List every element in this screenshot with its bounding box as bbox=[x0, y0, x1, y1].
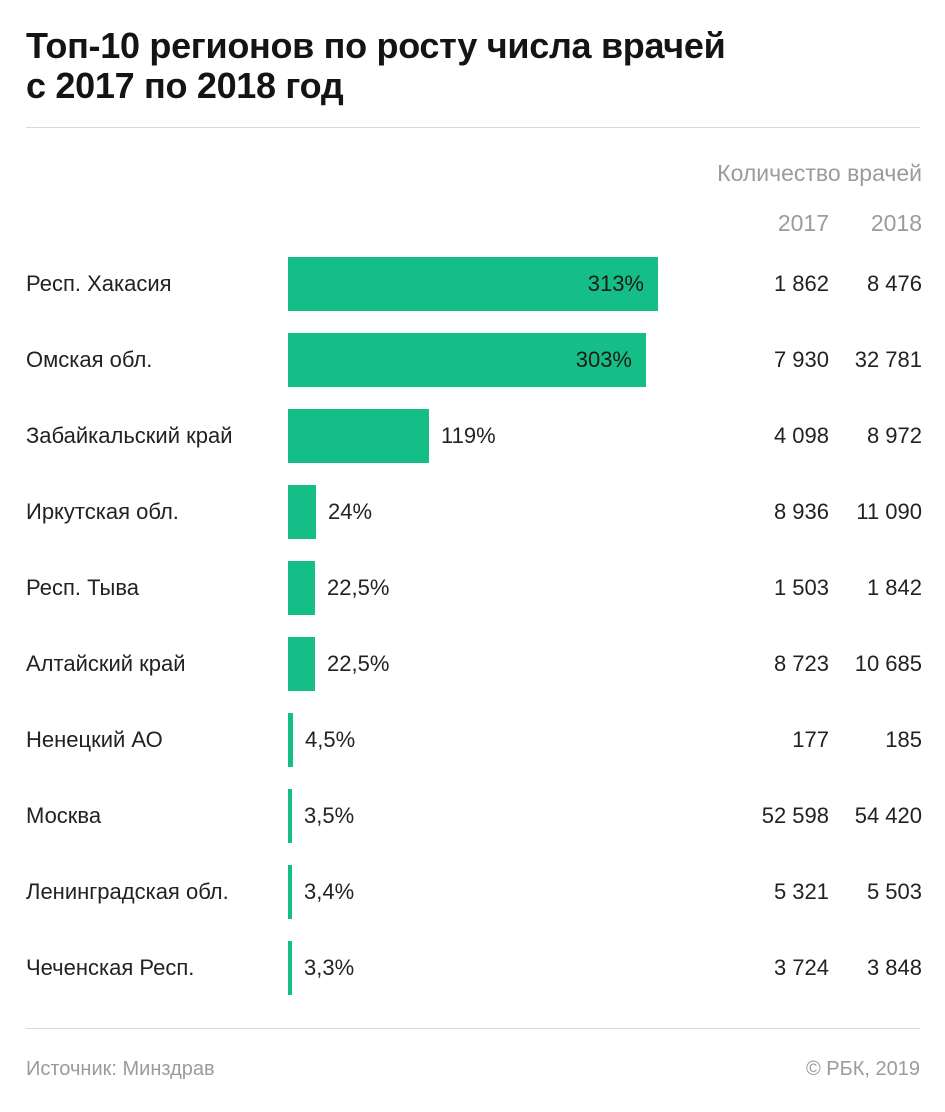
bar bbox=[288, 637, 315, 691]
value-label: 4,5% bbox=[305, 727, 356, 752]
value-label: 3,5% bbox=[304, 803, 355, 828]
copyright-note: © РБК, 2019 bbox=[805, 1058, 920, 1080]
count-2018: 8 476 bbox=[866, 271, 922, 296]
count-2018: 54 420 bbox=[854, 803, 922, 828]
region-label: Ненецкий АО bbox=[26, 727, 163, 752]
count-2018: 3 848 bbox=[866, 955, 922, 980]
region-label: Ленинградская обл. bbox=[26, 879, 229, 904]
value-label: 303% bbox=[575, 347, 632, 372]
value-label: 313% bbox=[587, 271, 644, 296]
chart-title-line-1: Топ-10 регионов по росту числа врачей bbox=[26, 25, 726, 66]
value-label: 24% bbox=[328, 499, 373, 524]
count-2018: 11 090 bbox=[856, 499, 922, 524]
value-label: 22,5% bbox=[327, 575, 390, 600]
region-label: Чеченская Респ. bbox=[26, 955, 195, 980]
year-2018-header: 2018 bbox=[870, 210, 922, 236]
count-2018: 32 781 bbox=[854, 347, 922, 372]
count-2017: 177 bbox=[792, 727, 829, 752]
bar bbox=[288, 485, 316, 539]
count-2018: 185 bbox=[885, 727, 922, 752]
region-label: Забайкальский край bbox=[26, 423, 233, 448]
count-2018: 5 503 bbox=[866, 879, 922, 904]
count-2017: 8 723 bbox=[773, 651, 829, 676]
count-2018: 10 685 bbox=[854, 651, 922, 676]
bar bbox=[288, 257, 658, 311]
region-label: Респ. Хакасия bbox=[26, 271, 172, 296]
count-2017: 1 862 bbox=[773, 271, 829, 296]
value-label: 3,3% bbox=[304, 955, 355, 980]
source-note: Источник: Минздрав bbox=[26, 1058, 215, 1080]
chart-title-line-2: с 2017 по 2018 год bbox=[26, 65, 344, 106]
count-2017: 4 098 bbox=[773, 423, 829, 448]
count-header: Количество врачей bbox=[717, 160, 922, 186]
count-2017: 1 503 bbox=[773, 575, 829, 600]
count-2017: 8 936 bbox=[773, 499, 829, 524]
bar bbox=[288, 409, 429, 463]
bar bbox=[288, 561, 315, 615]
value-label: 22,5% bbox=[327, 651, 390, 676]
bar bbox=[288, 333, 646, 387]
count-2018: 1 842 bbox=[866, 575, 922, 600]
region-label: Респ. Тыва bbox=[26, 575, 140, 600]
value-label: 3,4% bbox=[304, 879, 355, 904]
bar bbox=[288, 713, 293, 767]
chart-title: Топ-10 регионов по росту числа врачей с … bbox=[26, 26, 926, 106]
count-2017: 5 321 bbox=[773, 879, 829, 904]
count-2017: 3 724 bbox=[773, 955, 829, 980]
top-divider bbox=[26, 127, 920, 128]
count-2018: 8 972 bbox=[866, 423, 922, 448]
region-label: Иркутская обл. bbox=[26, 499, 179, 524]
region-label: Алтайский край bbox=[26, 651, 186, 676]
count-2017: 52 598 bbox=[761, 803, 829, 828]
bar bbox=[288, 865, 292, 919]
region-label: Омская обл. bbox=[26, 347, 153, 372]
bar bbox=[288, 789, 292, 843]
region-label: Москва bbox=[26, 803, 102, 828]
count-2017: 7 930 bbox=[773, 347, 829, 372]
value-label: 119% bbox=[441, 423, 496, 448]
bar bbox=[288, 941, 292, 995]
year-2017-header: 2017 bbox=[777, 210, 829, 236]
bottom-divider bbox=[26, 1028, 920, 1029]
